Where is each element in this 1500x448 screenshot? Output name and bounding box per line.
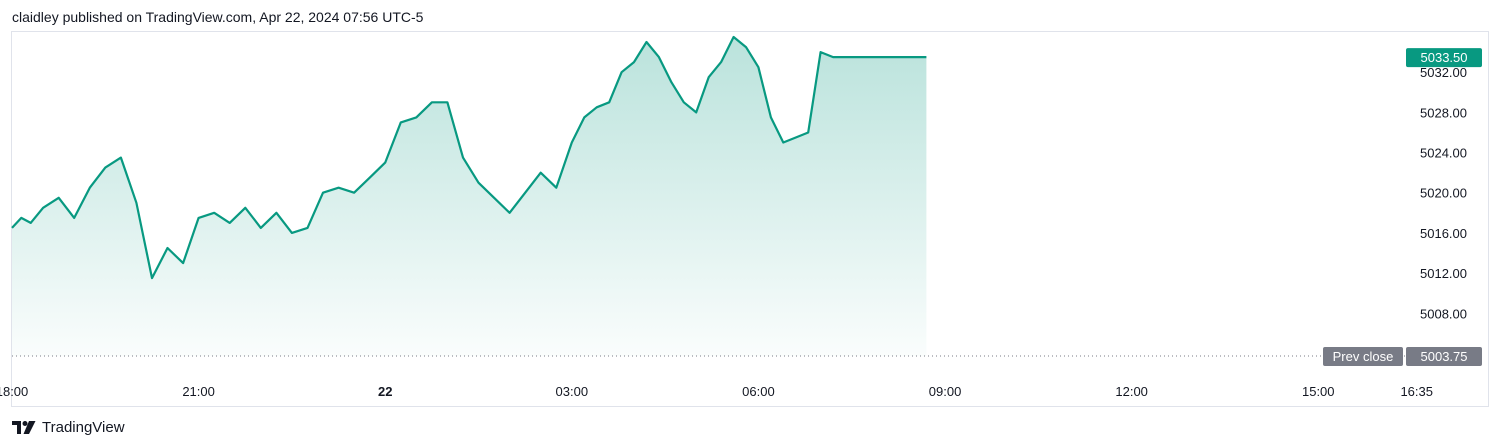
x-tick-label: 06:00 bbox=[742, 384, 775, 399]
prev-close-value: 5003.75 bbox=[1421, 349, 1468, 364]
x-tick-label: 09:00 bbox=[929, 384, 962, 399]
x-tick-label: 03:00 bbox=[556, 384, 589, 399]
series-line bbox=[11, 35, 927, 280]
last-price-badge bbox=[1406, 48, 1482, 68]
y-tick-label: 5012.00 bbox=[1420, 266, 1467, 281]
x-tick-label: 16:35 bbox=[1400, 384, 1433, 399]
y-tick-label: 5020.00 bbox=[1420, 186, 1467, 201]
x-tick-label: 21:00 bbox=[182, 384, 215, 399]
series-area-fill bbox=[12, 37, 927, 356]
x-tick-label: 18:00 bbox=[0, 384, 28, 399]
prev-close-text: Prev close bbox=[1333, 349, 1394, 364]
y-tick-label: 5008.00 bbox=[1420, 306, 1467, 321]
prev-close-badge bbox=[1323, 347, 1403, 366]
y-tick-label: 5028.00 bbox=[1420, 105, 1467, 120]
y-tick-label: 5032.00 bbox=[1420, 65, 1467, 80]
tradingview-brand-label: TradingView bbox=[42, 419, 125, 436]
x-axis: 18:00 21:00 22 03:00 06:00 09:00 12:00 15:00 16:… bbox=[0, 384, 1433, 399]
area-fill-layer bbox=[12, 37, 927, 356]
x-tick-label: 15:00 bbox=[1302, 384, 1335, 399]
x-tick-label: 22 bbox=[378, 384, 392, 399]
tradingview-logo-icon bbox=[12, 420, 36, 434]
footer-brand: TradingView bbox=[12, 419, 125, 436]
last-price-label: 5033.50 bbox=[1421, 50, 1468, 65]
x-tick-label: 12:00 bbox=[1115, 384, 1148, 399]
y-tick-label: 5024.00 bbox=[1420, 146, 1467, 161]
prev-close-value-badge bbox=[1406, 347, 1482, 366]
price-labels: 5033.50 Prev close 5003.75 bbox=[1323, 48, 1482, 366]
chart-frame bbox=[11, 31, 1489, 407]
y-axis: 5032.00 5028.00 5024.00 5020.00 5016.00 5012.… bbox=[1420, 65, 1467, 321]
publisher-attribution: claidley published on TradingView.com, A… bbox=[12, 9, 424, 25]
series-line-layer bbox=[11, 35, 927, 280]
y-tick-label: 5016.00 bbox=[1420, 226, 1467, 241]
